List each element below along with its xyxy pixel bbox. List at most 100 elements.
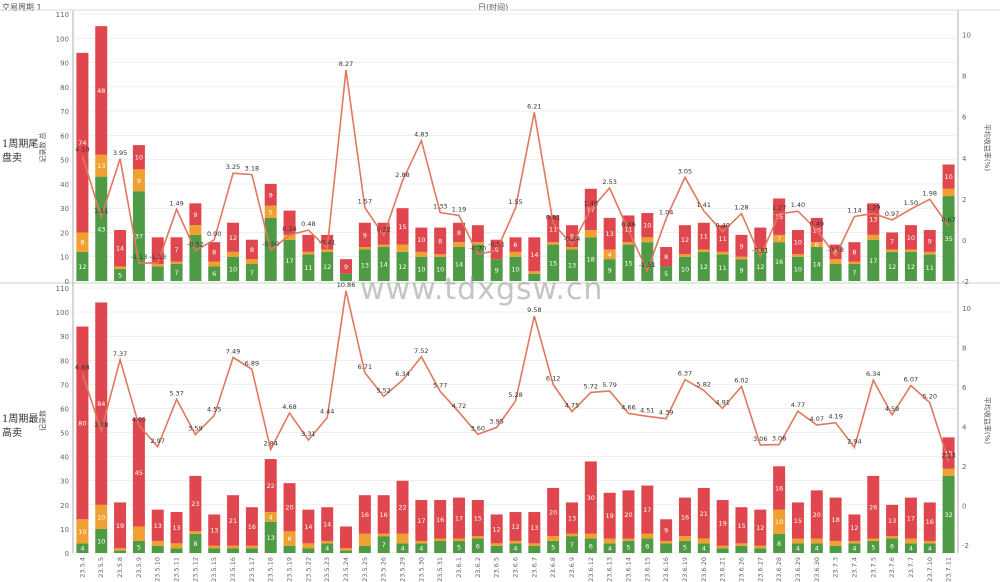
bar-orange [170, 261, 183, 265]
bar-label-red: 17 [643, 506, 651, 514]
line-value-label: 6.21 [527, 102, 541, 110]
line-value-label: 1.14 [847, 207, 861, 215]
bar-label-red: 21 [229, 517, 237, 525]
watermark-text: www.tdxgsw.cn [360, 272, 604, 307]
line-value-label: 5.82 [697, 380, 711, 388]
line-value-label: 0.81 [546, 213, 560, 221]
bar-red [547, 215, 560, 243]
bar-orange [829, 259, 842, 265]
bar-orange [283, 234, 296, 240]
bar-label-red: 16 [248, 523, 256, 531]
y-tick-label: 90 [60, 333, 69, 341]
bar-orange [791, 538, 804, 544]
bar-orange [377, 244, 390, 248]
bar-label-green: 5 [137, 543, 141, 551]
bar-label-red: 14 [323, 521, 331, 529]
y2-tick-label: 6 [962, 384, 967, 392]
bar-green [170, 264, 183, 281]
bar-green [114, 550, 127, 553]
bar-label-green: 8 [193, 540, 197, 548]
line-value-label: 4.72 [452, 402, 466, 410]
bar-red [396, 480, 409, 534]
x-tick-label: 23.7.6 [888, 557, 896, 578]
bar-label-red: 16 [436, 516, 444, 524]
bar-orange [377, 533, 390, 537]
line-value-label: 1.04 [659, 209, 673, 217]
bar-label-red: 9 [344, 263, 348, 271]
bar-label-green: 14 [455, 261, 463, 269]
period-filter-label[interactable]: 交易周期 1 [2, 3, 42, 12]
y-tick-label: 40 [60, 181, 69, 189]
bar-label-green: 5 [626, 543, 630, 551]
bar-label-green: 6 [589, 542, 593, 550]
bar-orange [678, 254, 691, 257]
bar-red [904, 497, 917, 539]
bar-green [76, 251, 89, 281]
y-tick-label: 100 [56, 35, 69, 43]
bar-orange [716, 251, 729, 255]
y-axis-title: 记录数 总 [38, 132, 47, 162]
bar-green [829, 545, 842, 553]
x-tick-label: 23.6.20 [700, 557, 708, 582]
x-tick-label: 23.5.8 [116, 557, 124, 578]
bar-orange [490, 543, 503, 546]
bar-green [283, 239, 296, 281]
bar-label-red: 13 [154, 522, 162, 530]
bar-green [396, 543, 409, 553]
bar-label-red: 6 [513, 241, 517, 249]
y-tick-label: 60 [60, 132, 69, 140]
bar-red [773, 466, 786, 510]
bar-green [208, 548, 221, 553]
bar-orange [151, 540, 164, 546]
bar-label-orange: 5 [269, 208, 273, 216]
x-tick-label: 23.5.5 [97, 557, 105, 578]
bar-green [528, 545, 541, 553]
bar-red [453, 497, 466, 539]
y2-tick-label: 4 [962, 155, 967, 163]
bar-orange [886, 536, 899, 539]
line-value-label: 4.39 [659, 409, 673, 417]
bar-label-green: 4 [419, 545, 423, 553]
bar-label-red: 18 [831, 516, 839, 524]
bar-green [547, 244, 560, 281]
line-value-label: 3.31 [301, 430, 315, 438]
bar-red [114, 502, 127, 549]
bar-green [377, 536, 390, 553]
bar-red [754, 227, 767, 250]
bar-red [509, 512, 522, 541]
bar-label-red: 19 [606, 512, 614, 520]
bar-red [716, 500, 729, 546]
bar-label-red: 15 [794, 517, 802, 525]
line-value-label: 4.19 [828, 413, 842, 421]
bar-green [132, 540, 145, 553]
bar-green [95, 176, 108, 281]
bar-red [95, 302, 108, 505]
bar-label-red: 16 [681, 513, 689, 521]
bar-red [264, 459, 277, 513]
bar-green [942, 475, 955, 553]
line-value-label: -0.50 [262, 240, 279, 248]
bar-green [189, 533, 202, 553]
line-value-label: 2.94 [847, 437, 861, 445]
bar-label-green: 4 [400, 545, 404, 553]
x-tick-label: 23.6.5 [493, 557, 501, 578]
bar-label-orange: 13 [97, 162, 105, 170]
bar-label-red: 13 [568, 515, 576, 523]
bar-green [227, 256, 240, 281]
y-tick-label: 0 [65, 550, 69, 558]
bar-label-red: 10 [417, 236, 425, 244]
bar-orange [321, 249, 334, 252]
bar-label-green: 15 [549, 259, 557, 267]
bar-label-green: 10 [436, 265, 444, 273]
line-value-label: 4.83 [414, 131, 428, 139]
x-tick-label: 23.7.7 [907, 557, 915, 578]
bar-green [132, 191, 145, 281]
y-tick-label: 60 [60, 405, 69, 413]
bar-green [678, 256, 691, 281]
bar-orange [867, 234, 880, 240]
bar-red [641, 213, 654, 238]
bar-label-green: 15 [624, 259, 632, 267]
line-value-label: 5.77 [433, 381, 447, 389]
line-value-label: 0.49 [810, 220, 824, 228]
